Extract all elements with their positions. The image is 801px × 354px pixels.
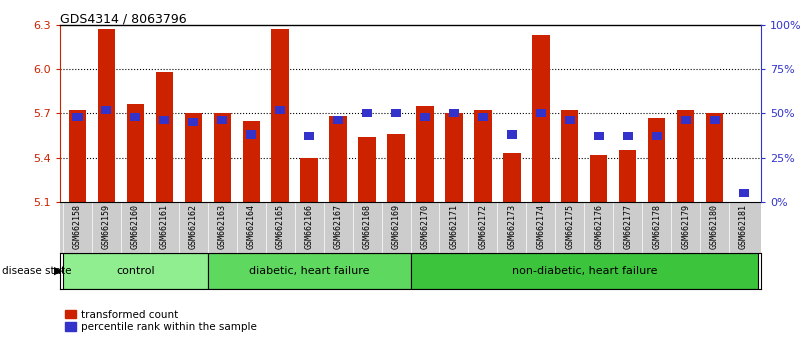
Text: ▶: ▶ [54,266,63,276]
Bar [131,113,140,121]
Bar [449,109,459,117]
Bar [155,72,173,202]
Bar [127,104,144,202]
Bar [272,29,289,202]
Bar [391,109,401,117]
Text: GSM662180: GSM662180 [710,204,719,249]
Bar [243,121,260,202]
Bar [619,150,637,202]
Bar [410,253,758,289]
Text: non-diabetic, heart failure: non-diabetic, heart failure [512,266,657,276]
Bar [159,116,169,124]
Bar [358,137,376,202]
Bar [72,113,83,121]
Text: GSM662177: GSM662177 [623,204,632,249]
Bar [217,116,227,124]
Bar [677,110,694,202]
Bar [333,116,343,124]
Bar [388,134,405,202]
Bar [532,35,549,202]
Bar [648,118,666,202]
Text: GSM662176: GSM662176 [594,204,603,249]
Bar [184,113,202,202]
Text: GSM662168: GSM662168 [363,204,372,249]
Bar [98,29,115,202]
Text: GSM662169: GSM662169 [392,204,400,249]
Bar [417,106,433,202]
Text: GSM662171: GSM662171 [449,204,458,249]
Bar [304,132,314,140]
Text: GSM662161: GSM662161 [160,204,169,249]
Bar [63,253,207,289]
Bar [507,131,517,138]
Bar [102,106,111,114]
Bar [622,132,633,140]
Text: GSM662173: GSM662173 [507,204,517,249]
Text: GSM662158: GSM662158 [73,204,82,249]
Text: GSM662160: GSM662160 [131,204,140,249]
Bar [478,113,488,121]
Text: GSM662181: GSM662181 [739,204,748,249]
Bar [246,131,256,138]
Text: GSM662170: GSM662170 [421,204,429,249]
Text: GSM662172: GSM662172 [478,204,488,249]
Text: GSM662159: GSM662159 [102,204,111,249]
Bar [562,110,578,202]
Bar [681,116,690,124]
Text: GSM662179: GSM662179 [681,204,690,249]
Text: diabetic, heart failure: diabetic, heart failure [249,266,369,276]
Bar [710,116,719,124]
Text: GSM662165: GSM662165 [276,204,284,249]
Text: GDS4314 / 8063796: GDS4314 / 8063796 [60,12,187,25]
Text: GSM662162: GSM662162 [189,204,198,249]
Text: GSM662178: GSM662178 [652,204,661,249]
Text: GSM662175: GSM662175 [566,204,574,249]
Bar [565,116,575,124]
Bar [706,113,723,202]
Text: GSM662164: GSM662164 [247,204,256,249]
Text: control: control [116,266,155,276]
Bar [214,113,231,202]
Bar [536,109,546,117]
Text: GSM662163: GSM662163 [218,204,227,249]
Bar [207,253,410,289]
Bar [69,110,87,202]
Bar [445,113,463,202]
Text: disease state: disease state [2,266,72,276]
Legend: transformed count, percentile rank within the sample: transformed count, percentile rank withi… [66,310,257,332]
Bar [739,189,749,197]
Text: GSM662174: GSM662174 [537,204,545,249]
Bar [300,158,318,202]
Text: GSM662167: GSM662167 [333,204,343,249]
Bar [652,132,662,140]
Bar [594,132,604,140]
Text: GSM662166: GSM662166 [304,204,314,249]
Bar [474,110,492,202]
Bar [275,106,285,114]
Bar [420,113,430,121]
Bar [503,153,521,202]
Bar [188,118,199,126]
Bar [590,155,607,202]
Bar [329,116,347,202]
Bar [362,109,372,117]
